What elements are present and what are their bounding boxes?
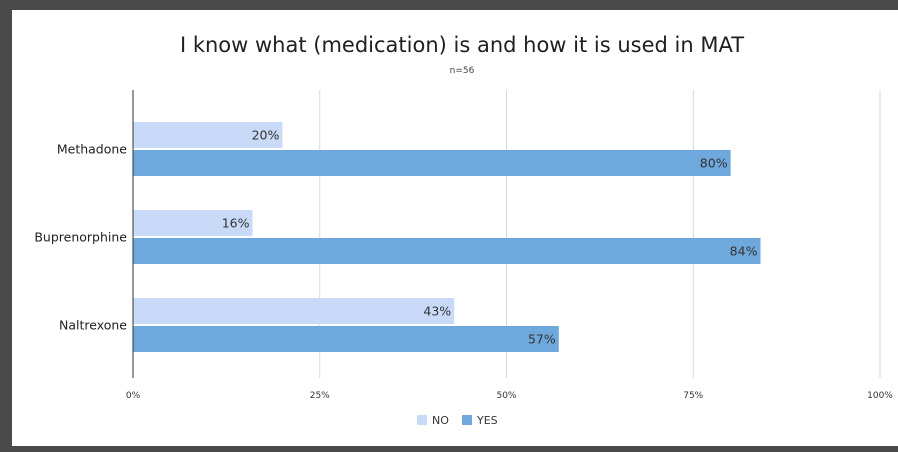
- data-label: 84%: [730, 244, 758, 259]
- bar-chart: I know what (medication) is and how it i…: [34, 33, 893, 427]
- data-label: 57%: [528, 332, 556, 347]
- bar-yes: [133, 150, 731, 176]
- bar-no: [133, 298, 455, 324]
- bar-yes: [133, 238, 761, 264]
- category-labels: Methadone Buprenorphine Naltrexone: [34, 142, 127, 333]
- data-label: 16%: [222, 216, 250, 231]
- legend-label-no: NO: [432, 414, 449, 427]
- bar-no: [133, 122, 283, 148]
- x-tick-labels: 0% 25% 50% 75% 100%: [126, 391, 893, 401]
- bars: 20% 80% 16% 84% 43% 57%: [133, 122, 761, 352]
- legend-swatch-yes: [462, 415, 472, 425]
- x-tick-label: 0%: [126, 391, 141, 401]
- chart-subtitle: n=56: [450, 66, 475, 76]
- x-tick-label: 50%: [496, 391, 516, 401]
- category-label: Naltrexone: [59, 318, 127, 333]
- data-label: 20%: [252, 128, 280, 143]
- legend-label-yes: YES: [476, 414, 498, 427]
- legend: NO YES: [417, 414, 498, 427]
- data-label: 80%: [700, 156, 728, 171]
- bar-yes: [133, 326, 559, 352]
- category-label: Methadone: [57, 142, 127, 157]
- x-tick-label: 100%: [867, 391, 893, 401]
- data-label: 43%: [423, 304, 451, 319]
- chart-frame: I know what (medication) is and how it i…: [12, 10, 898, 446]
- x-tick-label: 75%: [683, 391, 703, 401]
- category-label: Buprenorphine: [34, 230, 127, 245]
- legend-swatch-no: [417, 415, 427, 425]
- chart-title: I know what (medication) is and how it i…: [180, 33, 744, 57]
- x-tick-label: 25%: [310, 391, 330, 401]
- bar-no: [133, 210, 253, 236]
